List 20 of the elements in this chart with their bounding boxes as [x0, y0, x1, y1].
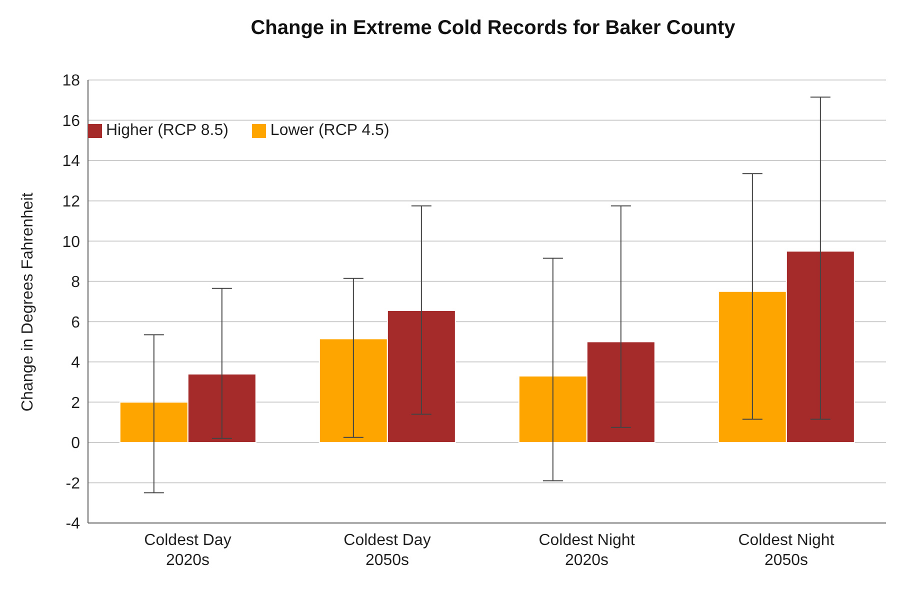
- y-tick-label: 18: [62, 72, 80, 90]
- chart-title: Change in Extreme Cold Records for Baker County: [250, 16, 736, 41]
- y-tick-label: 16: [62, 112, 80, 130]
- x-tick-label: Coldest Day 2020s: [144, 532, 232, 569]
- y-tick-label: 8: [71, 274, 80, 292]
- y-tick-label: 2: [71, 394, 80, 412]
- y-axis-title: Change in Degrees Fahrenheit: [20, 192, 37, 412]
- y-tick-label: -2: [66, 475, 80, 492]
- x-tick-label: Coldest Day 2050s: [344, 532, 431, 569]
- y-tick-label: 10: [62, 234, 80, 251]
- y-tick-label: 14: [62, 153, 80, 170]
- x-tick-label: Coldest Night 2020s: [538, 532, 636, 569]
- y-tick-label: 4: [71, 354, 80, 372]
- legend-label: Lower (RCP 4.5): [270, 122, 390, 139]
- x-tick-label: Coldest Night 2050s: [738, 532, 835, 569]
- y-tick-label: -4: [66, 516, 80, 533]
- y-tick-label: 6: [71, 314, 80, 332]
- y-tick-label: 12: [62, 194, 80, 210]
- legend-label: Higher (RCP 8.5): [106, 122, 228, 139]
- y-tick-label: 0: [71, 435, 80, 452]
